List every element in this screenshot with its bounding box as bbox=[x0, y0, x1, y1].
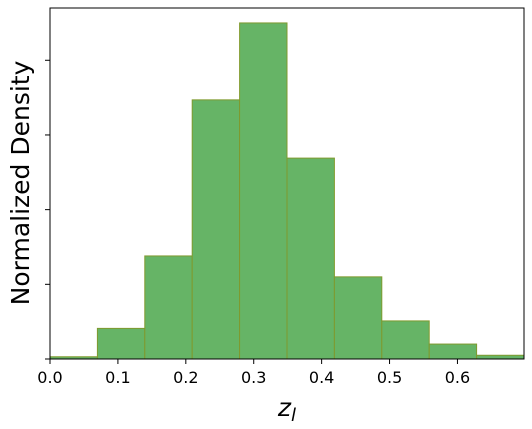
x-label-subscript: l bbox=[291, 405, 296, 426]
histogram-bar bbox=[239, 22, 288, 360]
x-tick-label: 0.5 bbox=[377, 368, 402, 387]
histogram-bar bbox=[96, 327, 146, 360]
x-tick-label: 0.2 bbox=[173, 368, 198, 387]
x-tick-label: 0.1 bbox=[105, 368, 130, 387]
histogram-bar bbox=[381, 320, 430, 360]
x-tick-label: 0.0 bbox=[37, 368, 62, 387]
x-tick-label: 0.3 bbox=[241, 368, 266, 387]
x-axis-label: zl bbox=[277, 393, 296, 426]
histogram-bar bbox=[144, 255, 193, 360]
histogram-bar bbox=[333, 276, 383, 360]
histogram-bar bbox=[428, 343, 478, 360]
x-tick-label: 0.4 bbox=[309, 368, 334, 387]
histogram-bar bbox=[191, 99, 241, 360]
plot-frame bbox=[49, 7, 525, 360]
histogram-bar bbox=[476, 354, 525, 360]
x-label-base: z bbox=[277, 393, 292, 422]
y-axis-label: Normalized Density bbox=[6, 60, 35, 305]
histogram-bar bbox=[286, 157, 335, 360]
x-tick-label: 0.6 bbox=[445, 368, 470, 387]
